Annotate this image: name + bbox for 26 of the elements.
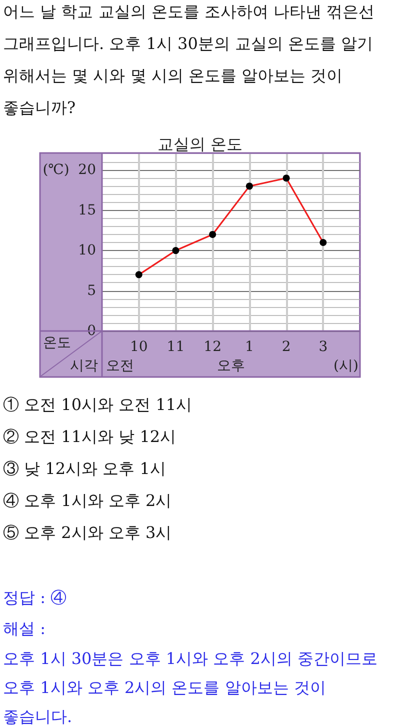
chart-title: 교실의 온도	[157, 134, 243, 154]
text: ④ 오후 1시와 오후 2시	[3, 490, 173, 512]
text: 해설 :	[3, 618, 46, 640]
y-tick-label: 20	[78, 162, 96, 178]
text: (℃)	[42, 162, 70, 178]
text: ② 오전 11시와 낮 12시	[3, 426, 178, 448]
x-tick-label: 3	[318, 339, 328, 355]
text: ① 오전 10시와 오전 11시	[3, 394, 194, 416]
text: ⑤ 오후 2시와 오후 3시	[3, 522, 173, 544]
text: 오후	[217, 358, 245, 374]
x-axis-title: 시각	[70, 358, 98, 374]
x-tick-label: 1	[244, 339, 254, 355]
x-tick-label: 2	[282, 339, 291, 355]
y-axis-title: 온도	[43, 335, 71, 351]
x-tick-label: 11	[166, 339, 185, 355]
x-tick-label: 12	[204, 339, 222, 355]
text: ③ 낮 12시와 오후 1시	[3, 458, 167, 480]
y-tick-label: 5	[87, 282, 96, 299]
chart-subtitle: 어느 날 학교 교실의 온도를 조사하여 나타낸 꺾은선 그래프입니다. 오후 1시 30분의 교실의 온도를 알기 위해서는 몇 시와 몇 시의 온도를 알아보는 것이 좋습니까?	[3, 1, 376, 119]
x-tick-label: 10	[130, 339, 148, 355]
text: 오후 1시 30분은 오후 1시와 오후 2시의 중간이므로 오후 1시와 오후 2시의 온도를 알아보는 것이 좋습니다.	[3, 648, 378, 727]
y-tick-label: 15	[78, 202, 96, 218]
text: 정답 : ④	[3, 587, 68, 609]
text: 오전	[106, 358, 134, 374]
y-tick-label: 10	[78, 242, 96, 259]
text: (시)	[334, 358, 358, 374]
